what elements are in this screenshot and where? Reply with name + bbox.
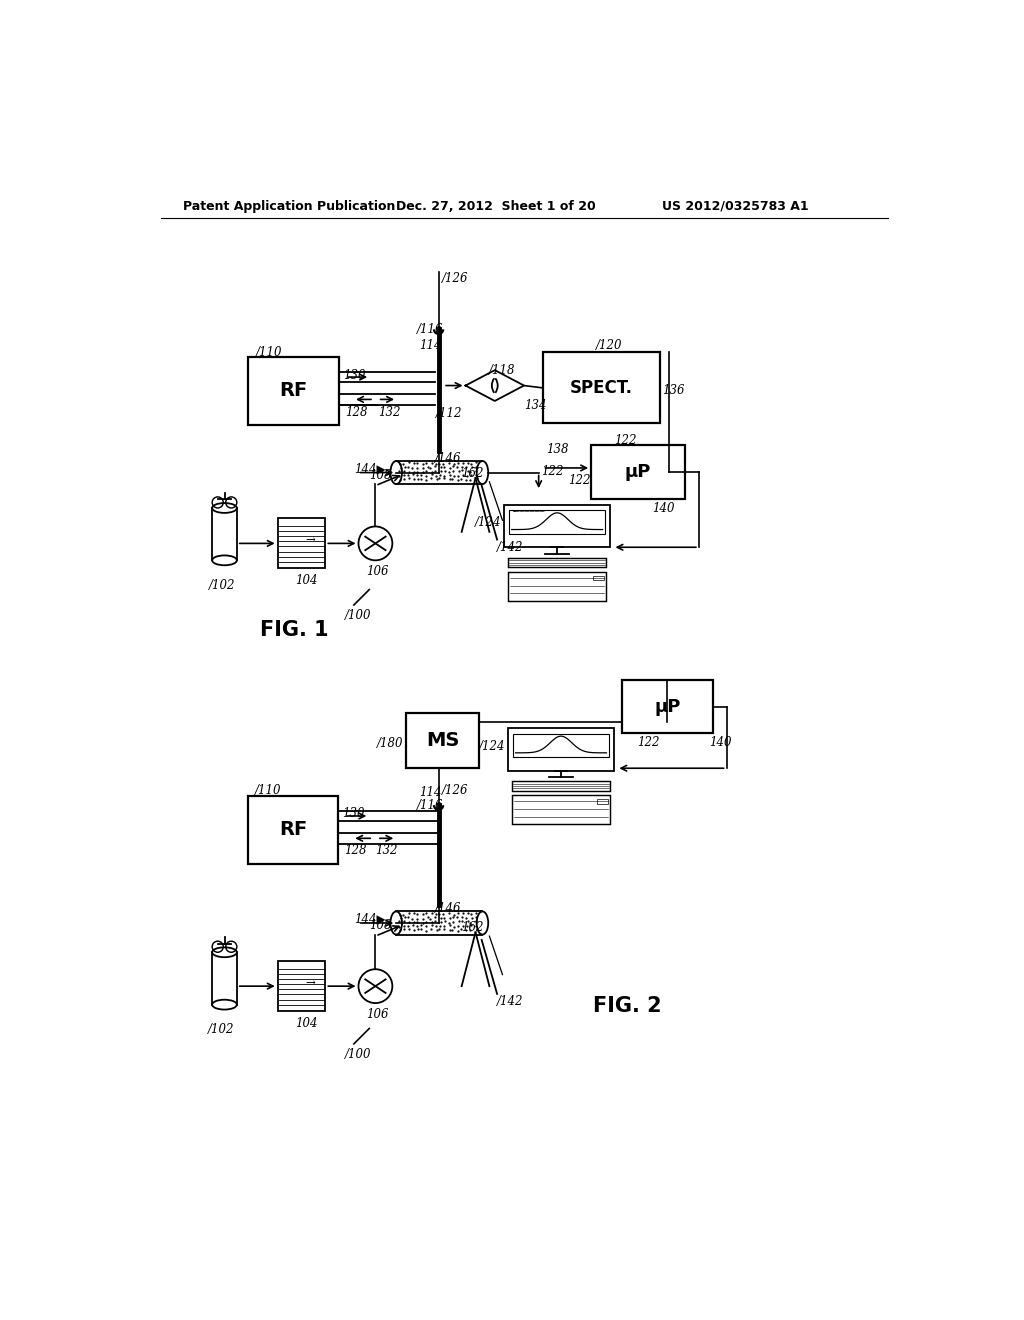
- Bar: [597, 799, 608, 804]
- Text: /126: /126: [442, 784, 469, 797]
- Bar: [508, 729, 614, 771]
- Text: 136: 136: [662, 384, 684, 397]
- Text: US 2012/0325783 A1: US 2012/0325783 A1: [662, 199, 809, 213]
- Text: 140: 140: [709, 737, 731, 748]
- Text: /100: /100: [345, 609, 371, 622]
- Bar: [508, 558, 606, 568]
- Text: ─────────────: ─────────────: [515, 733, 548, 737]
- Text: /118: /118: [488, 364, 515, 378]
- Text: /120: /120: [596, 339, 623, 351]
- Text: 138: 138: [547, 442, 569, 455]
- Text: 108: 108: [370, 919, 392, 932]
- Text: 122: 122: [637, 737, 659, 748]
- Bar: [407, 713, 479, 768]
- Text: 144▶: 144▶: [354, 462, 385, 475]
- Text: 130: 130: [342, 807, 365, 820]
- Bar: [512, 795, 610, 825]
- Bar: [512, 781, 610, 791]
- Bar: [513, 734, 608, 758]
- Text: μP: μP: [654, 698, 680, 715]
- Text: /142: /142: [497, 995, 523, 1008]
- Bar: [508, 572, 606, 601]
- Text: 122: 122: [568, 474, 591, 487]
- Text: /124: /124: [475, 516, 502, 529]
- Bar: [622, 681, 713, 733]
- Text: 130: 130: [343, 370, 366, 383]
- Text: 114: 114: [419, 339, 441, 352]
- Text: /116: /116: [417, 799, 443, 812]
- Text: /146: /146: [435, 451, 461, 465]
- Text: /102: /102: [209, 578, 236, 591]
- Text: 122: 122: [541, 465, 563, 478]
- Text: 114: 114: [419, 785, 441, 799]
- Text: 104: 104: [295, 1016, 317, 1030]
- Text: 162: 162: [462, 467, 484, 480]
- Text: 106: 106: [367, 565, 389, 578]
- Bar: [509, 511, 605, 535]
- Text: /102: /102: [208, 1023, 234, 1036]
- Text: /110: /110: [255, 784, 282, 797]
- Text: 162: 162: [462, 921, 484, 935]
- Text: 108: 108: [370, 469, 392, 482]
- Text: /116: /116: [417, 323, 443, 337]
- Bar: [543, 352, 659, 424]
- Text: FIG. 2: FIG. 2: [593, 995, 662, 1015]
- Text: 106: 106: [367, 1007, 389, 1020]
- Text: SPECT.: SPECT.: [569, 379, 633, 397]
- Text: 122: 122: [614, 434, 637, 447]
- Text: FIG. 1: FIG. 1: [260, 620, 329, 640]
- Text: 134: 134: [524, 400, 547, 412]
- Text: /126: /126: [442, 272, 469, 285]
- Text: /124: /124: [478, 739, 505, 752]
- Text: 128: 128: [345, 405, 368, 418]
- Text: 128: 128: [345, 845, 368, 858]
- Text: RF: RF: [280, 381, 308, 400]
- Text: Patent Application Publication: Patent Application Publication: [183, 199, 395, 213]
- Text: MS: MS: [426, 731, 460, 750]
- Bar: [591, 445, 685, 499]
- Text: →: →: [305, 533, 315, 546]
- Text: /180: /180: [377, 737, 403, 750]
- Text: 132: 132: [376, 845, 398, 858]
- Text: 104: 104: [295, 574, 317, 587]
- Text: 144▶: 144▶: [354, 913, 385, 927]
- Text: ─────────────: ─────────────: [512, 510, 544, 513]
- Text: RF: RF: [279, 820, 307, 840]
- Bar: [593, 576, 604, 581]
- Bar: [278, 961, 326, 1011]
- Text: μP: μP: [625, 463, 651, 480]
- Bar: [248, 796, 339, 863]
- Text: /100: /100: [345, 1048, 371, 1061]
- Text: /146: /146: [435, 903, 461, 915]
- Text: /110: /110: [256, 346, 283, 359]
- Text: /112: /112: [436, 407, 463, 420]
- Text: 140: 140: [652, 502, 675, 515]
- Text: /142: /142: [497, 541, 523, 554]
- Bar: [278, 519, 326, 569]
- Text: Dec. 27, 2012  Sheet 1 of 20: Dec. 27, 2012 Sheet 1 of 20: [396, 199, 596, 213]
- Bar: [249, 358, 339, 425]
- Text: →: →: [305, 977, 315, 989]
- Text: 132: 132: [378, 405, 400, 418]
- Bar: [504, 506, 610, 548]
